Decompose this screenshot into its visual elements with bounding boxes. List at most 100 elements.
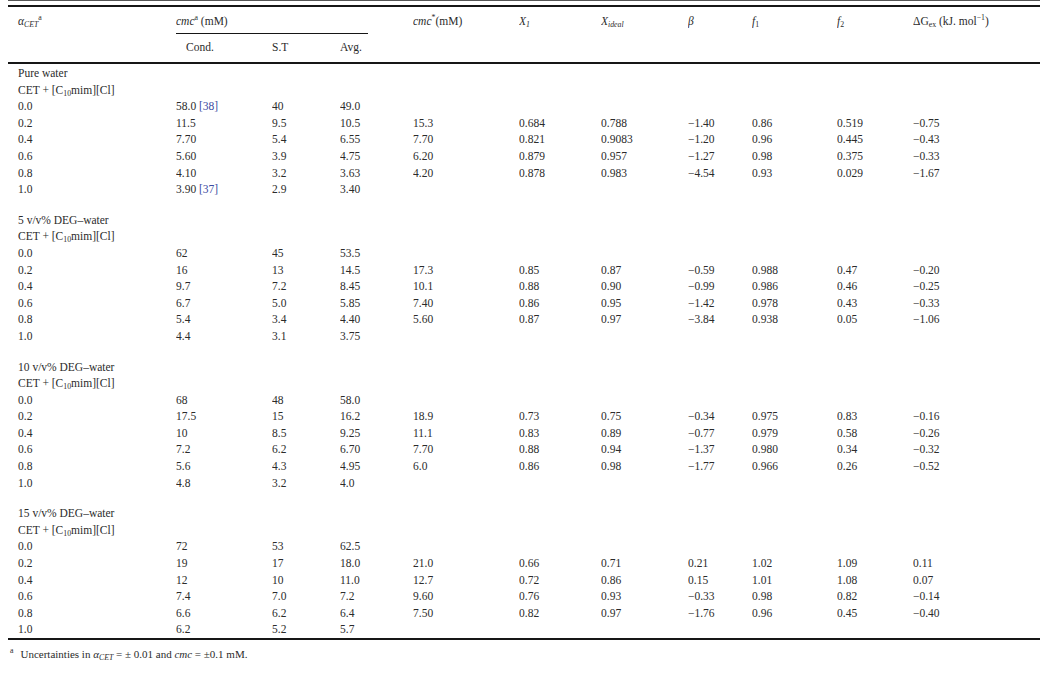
citation-link[interactable]: [37] [196, 183, 218, 195]
cell-cond: 16 [176, 262, 272, 279]
footnote-marker: a [10, 646, 13, 655]
cell-f2: 0.46 [837, 278, 913, 295]
cell-st: 15 [272, 408, 340, 425]
cell-st: 4.3 [272, 458, 340, 475]
cell-a: 0.4 [8, 131, 176, 148]
table-row: 0.058.0 [38]4049.0 [8, 98, 1040, 115]
cell-st: 40 [272, 98, 340, 115]
cell-f2: 0.82 [837, 588, 913, 605]
cell-b [688, 538, 752, 555]
cell-b: −1.77 [688, 458, 752, 475]
cell-cmc: 12.7 [413, 572, 519, 589]
cell-a: 0.2 [8, 115, 176, 132]
col-header-avg: Avg. [340, 34, 413, 63]
cell-dg [913, 621, 1040, 638]
cell-b [688, 181, 752, 198]
cell-xi [601, 538, 688, 555]
section-compound-label: CET + [C10mim][Cl] [8, 82, 1040, 99]
cell-cmc: 4.20 [413, 165, 519, 182]
cell-xi: 0.94 [601, 441, 688, 458]
cell-f1: 0.93 [752, 165, 837, 182]
cell-st: 7.2 [272, 278, 340, 295]
cell-a: 0.2 [8, 408, 176, 425]
table-header: αCETa cmca (mM) cmc*(mM) X1 Xideal β f1 … [8, 7, 1040, 63]
cell-f2 [837, 621, 913, 638]
col-header-dgex: ΔGex (kJ. mol−1) [913, 7, 1040, 63]
cell-dg: −0.43 [913, 131, 1040, 148]
cell-b: −3.84 [688, 311, 752, 328]
cell-cond: 11.5 [176, 115, 272, 132]
cell-x1 [519, 392, 601, 409]
cell-dg: −0.32 [913, 441, 1040, 458]
cell-cmc [413, 98, 519, 115]
cell-avg: 3.75 [340, 328, 413, 345]
cell-avg: 62.5 [340, 538, 413, 555]
cell-b: −1.37 [688, 441, 752, 458]
cell-f2: 0.519 [837, 115, 913, 132]
cell-f2 [837, 181, 913, 198]
section-title: 10 v/v% DEG–water [8, 358, 1040, 376]
cell-x1: 0.684 [519, 115, 601, 132]
cell-f2: 0.445 [837, 131, 913, 148]
cell-xi [601, 245, 688, 262]
cell-avg: 3.63 [340, 165, 413, 182]
cell-dg: 0.07 [913, 572, 1040, 589]
cell-dg: −0.40 [913, 605, 1040, 622]
cell-avg: 7.2 [340, 588, 413, 605]
table-row: 0.4121011.012.70.720.860.151.011.080.07 [8, 572, 1040, 589]
cell-x1: 0.878 [519, 165, 601, 182]
cell-avg: 16.2 [340, 408, 413, 425]
cell-x1 [519, 621, 601, 638]
cell-x1: 0.86 [519, 458, 601, 475]
table-row: 0.67.47.07.29.600.760.93−0.330.980.82−0.… [8, 588, 1040, 605]
cell-cmc: 7.50 [413, 605, 519, 622]
cell-a: 0.0 [8, 245, 176, 262]
citation-link[interactable]: [38] [196, 100, 218, 112]
cell-f2: 0.58 [837, 425, 913, 442]
cell-xi: 0.75 [601, 408, 688, 425]
cell-dg: −0.33 [913, 295, 1040, 312]
table-row: 0.0725362.5 [8, 538, 1040, 555]
cell-dg: −0.20 [913, 262, 1040, 279]
bottom-thick-rule [8, 638, 1040, 640]
cell-x1: 0.86 [519, 295, 601, 312]
cell-b: −0.99 [688, 278, 752, 295]
cell-f1: 0.979 [752, 425, 837, 442]
col-header-f1: f1 [752, 7, 837, 63]
cell-cond: 6.2 [176, 621, 272, 638]
table-row: 0.217.51516.218.90.730.75−0.340.9750.83−… [8, 408, 1040, 425]
cell-a: 0.8 [8, 165, 176, 182]
cell-st: 9.5 [272, 115, 340, 132]
cell-f1: 0.938 [752, 311, 837, 328]
cell-b: −1.76 [688, 605, 752, 622]
cell-st: 5.0 [272, 295, 340, 312]
cell-f2 [837, 245, 913, 262]
cell-avg: 9.25 [340, 425, 413, 442]
table-row: 0.211.59.510.515.30.6840.788−1.400.860.5… [8, 115, 1040, 132]
cell-st: 5.4 [272, 131, 340, 148]
cell-a: 0.2 [8, 555, 176, 572]
cell-dg: −1.67 [913, 165, 1040, 182]
cell-cond: 6.6 [176, 605, 272, 622]
cell-x1: 0.85 [519, 262, 601, 279]
table-row: 0.65.603.94.756.200.8790.957−1.270.980.3… [8, 148, 1040, 165]
cell-dg: −0.75 [913, 115, 1040, 132]
table-row: 0.0684858.0 [8, 392, 1040, 409]
cell-st: 17 [272, 555, 340, 572]
cell-dg: −0.16 [913, 408, 1040, 425]
cell-f1 [752, 621, 837, 638]
table-row: 0.66.75.05.857.400.860.95−1.420.9780.43−… [8, 295, 1040, 312]
cell-f1 [752, 98, 837, 115]
cell-cmc [413, 621, 519, 638]
cell-f2: 0.375 [837, 148, 913, 165]
cell-x1 [519, 328, 601, 345]
cell-b: 0.21 [688, 555, 752, 572]
table-row: 1.03.90 [37]2.93.40 [8, 181, 1040, 198]
table-row: 1.04.83.24.0 [8, 475, 1040, 492]
cell-x1 [519, 98, 601, 115]
table-footnote: aUncertainties in αCET = ± 0.01 and cmc … [18, 647, 1047, 661]
cell-x1: 0.83 [519, 425, 601, 442]
cell-a: 0.0 [8, 538, 176, 555]
cell-xi: 0.95 [601, 295, 688, 312]
col-header-f2: f2 [837, 7, 913, 63]
